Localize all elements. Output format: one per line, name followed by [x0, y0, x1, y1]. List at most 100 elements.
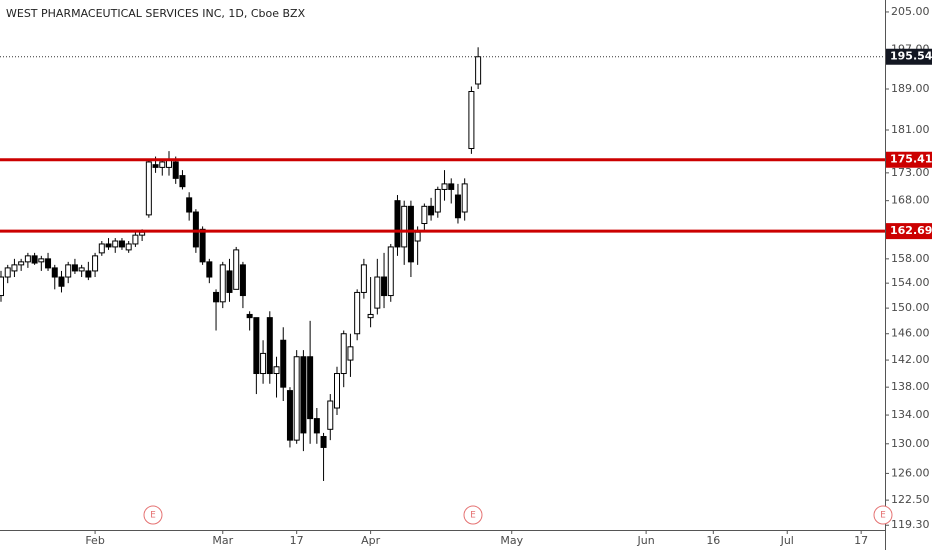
candle-body [367, 313, 374, 319]
candle-body [340, 333, 347, 375]
y-tick-label: 138.00 [891, 380, 930, 393]
candle-body [347, 346, 354, 361]
candle-body [407, 205, 414, 263]
price-line-label: 175.41 [890, 153, 932, 166]
candle-body [428, 205, 435, 216]
candle-body [213, 291, 220, 303]
candle-body [320, 436, 327, 448]
candle-body [226, 270, 233, 293]
x-tick-label: 16 [706, 534, 720, 547]
y-tick-label: 142.00 [891, 353, 930, 366]
candle-body [260, 352, 267, 375]
candle-body [454, 194, 461, 219]
candle-body [334, 373, 340, 409]
candle-body [186, 197, 193, 213]
y-tick-label: 154.00 [891, 276, 930, 289]
candle-body [441, 183, 448, 190]
price-line-label: 162.69 [890, 224, 932, 237]
candle-body [313, 418, 320, 434]
candle-body [401, 205, 408, 248]
candle-body [105, 243, 112, 248]
earnings-marker [873, 505, 893, 525]
candle-body [374, 276, 381, 309]
candle-body [307, 356, 314, 420]
candle-body [394, 200, 401, 248]
price-line-box [886, 151, 932, 168]
candle-body [239, 264, 246, 297]
candle-body [145, 161, 152, 216]
candle-body [159, 161, 166, 168]
x-tick-label: Jun [637, 534, 655, 547]
candle-body [461, 183, 468, 213]
earnings-label: E [880, 511, 886, 521]
price-line-box [886, 223, 932, 240]
x-tick-label: 17 [290, 534, 304, 547]
candle-body [24, 255, 31, 263]
y-tick-label: 189.00 [891, 82, 930, 95]
candle-body [4, 267, 11, 278]
candle-body [51, 267, 58, 278]
y-tick-label: 168.00 [891, 194, 930, 207]
y-tick-label: 126.00 [891, 466, 930, 479]
candle-body [434, 188, 441, 213]
candle-body [152, 164, 159, 168]
candle-body [414, 231, 421, 242]
earnings-marker [463, 505, 483, 525]
candle-body [286, 390, 293, 441]
earnings-marker [143, 505, 163, 525]
candle-body [421, 205, 428, 225]
candle-body [233, 249, 240, 290]
y-tick-label: 158.00 [891, 252, 930, 265]
candle-body [0, 276, 4, 297]
x-tick-label: Feb [85, 534, 104, 547]
candle-body [253, 317, 260, 375]
last-price-box [886, 48, 932, 65]
candle-body [125, 243, 132, 251]
x-tick-label: Apr [361, 534, 381, 547]
candle-body [172, 161, 179, 179]
candle-body [246, 313, 253, 319]
y-tick-label: 122.50 [891, 493, 930, 506]
candle-body [65, 264, 72, 278]
candle-body [31, 255, 38, 264]
chart-title: WEST PHARMACEUTICAL SERVICES INC, 1D, Cb… [6, 7, 306, 20]
candle-body [300, 356, 307, 434]
y-tick-label: 173.00 [891, 166, 930, 179]
candle-body [139, 231, 146, 236]
y-tick-label: 181.00 [891, 123, 930, 136]
earnings-label: E [150, 511, 156, 521]
candle-body [448, 183, 455, 190]
x-tick-label: Jul [780, 534, 794, 547]
candle-body [192, 211, 199, 248]
candle-body [58, 276, 65, 287]
x-tick-label: 17 [854, 534, 868, 547]
candle-body [327, 400, 334, 430]
candle-body [98, 243, 105, 254]
candle-body [381, 276, 388, 297]
candle-body [266, 317, 273, 375]
candle-body [85, 270, 92, 278]
candle-body [387, 246, 394, 297]
candle-body [132, 234, 139, 245]
candle-body [38, 258, 45, 263]
candle-body [71, 264, 78, 272]
candle-body [118, 240, 125, 248]
candle-body [360, 264, 367, 293]
candle-body [179, 175, 186, 188]
y-tick-label: 205.00 [891, 5, 930, 18]
y-tick-label: 134.00 [891, 408, 930, 421]
y-tick-label: 130.00 [891, 437, 930, 450]
candle-body [18, 261, 25, 266]
candle-body [219, 264, 226, 303]
y-tick-label: 146.00 [891, 327, 930, 340]
candle-body [78, 267, 85, 272]
candle-body [280, 339, 287, 388]
x-tick-label: Mar [212, 534, 233, 547]
candle-body [92, 255, 99, 272]
x-tick-label: May [500, 534, 523, 547]
candle-body [468, 91, 475, 150]
y-tick-label: 150.00 [891, 301, 930, 314]
candle-body [354, 291, 361, 335]
